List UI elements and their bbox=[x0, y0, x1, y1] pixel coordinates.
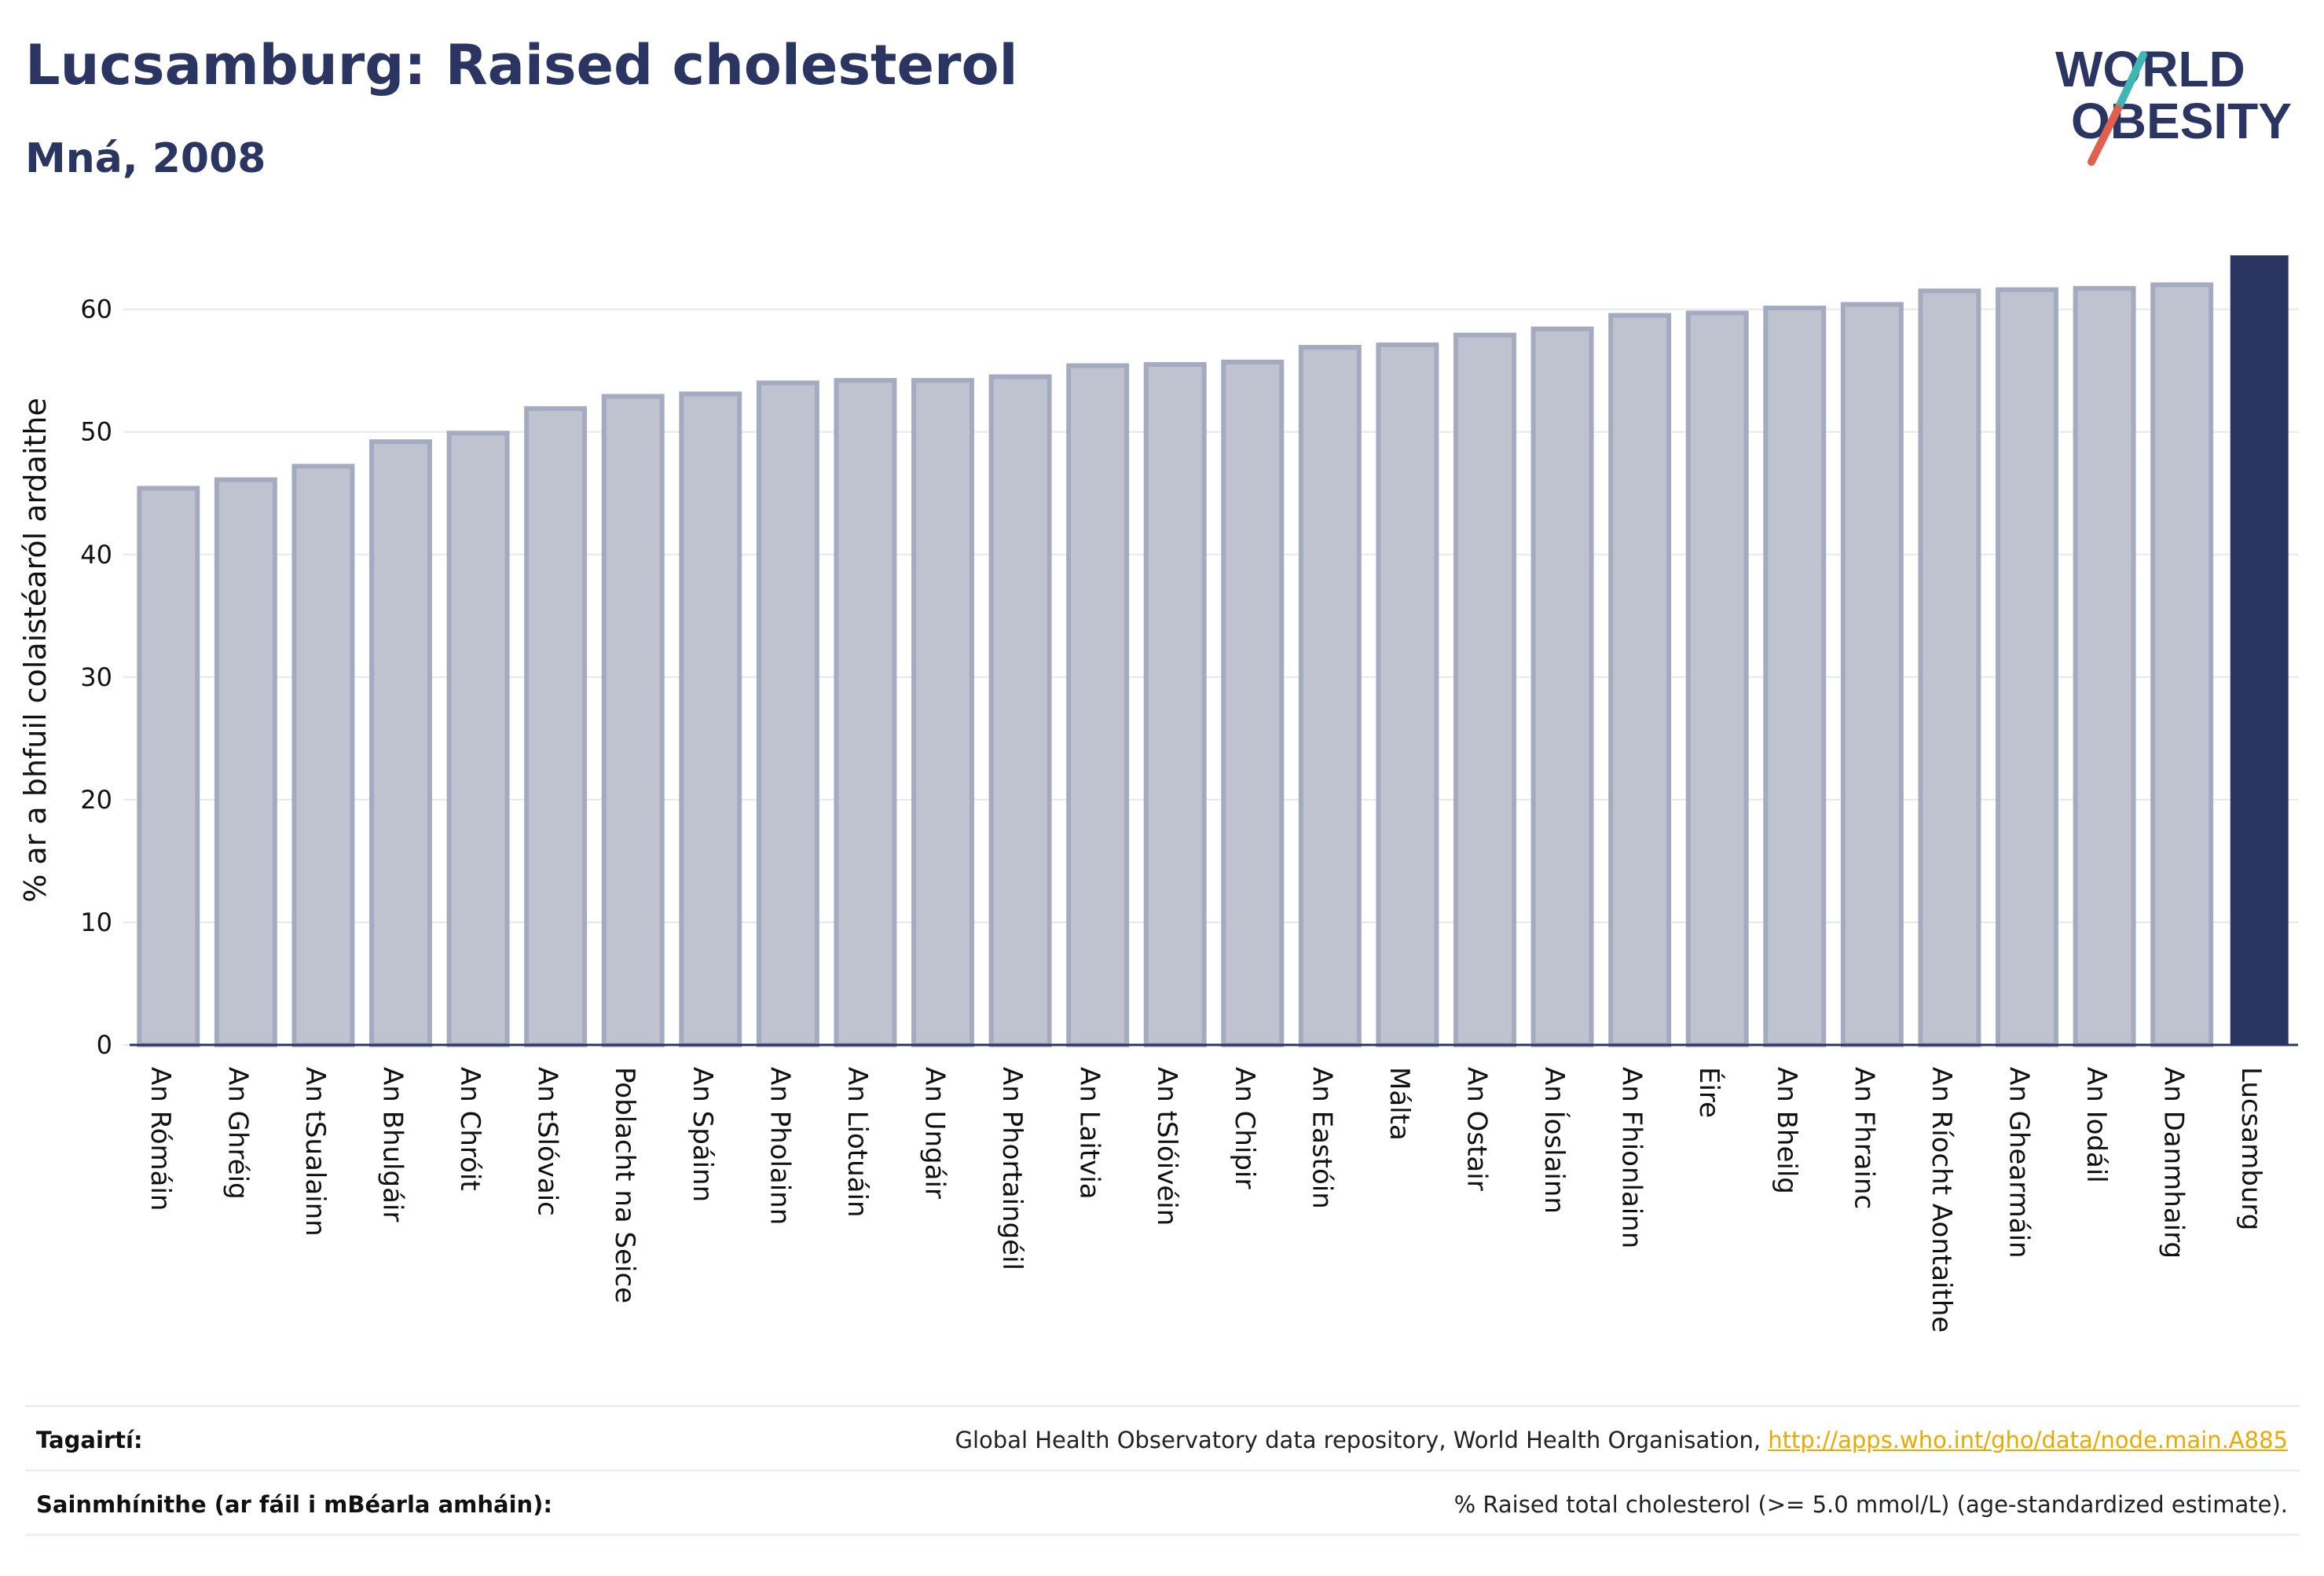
bar bbox=[834, 378, 897, 1048]
references-label: Tagairtí: bbox=[36, 1427, 143, 1453]
bar bbox=[291, 464, 355, 1047]
footer-divider-middle bbox=[25, 1469, 2300, 1472]
bar bbox=[137, 486, 200, 1047]
bar-chart: 0 10 20 30 40 50 60 An Rómáin An Ghréig An tSuala… bbox=[18, 255, 2298, 1332]
x-tick-label: An Eastóin bbox=[1306, 1067, 1337, 1209]
bar bbox=[369, 439, 432, 1047]
bar bbox=[1453, 332, 1516, 1047]
bar bbox=[1530, 326, 1594, 1047]
footer-divider-bottom bbox=[25, 1534, 2300, 1536]
footer-divider-top bbox=[25, 1405, 2300, 1407]
x-tick-label: An Ríocht Aontaithe bbox=[1926, 1067, 1957, 1332]
x-tick-label: An Laitvia bbox=[1074, 1067, 1105, 1200]
bar bbox=[1840, 302, 1904, 1047]
bar bbox=[1143, 361, 1207, 1047]
x-tick-label: An Iodáil bbox=[2080, 1067, 2112, 1183]
logo-slash-top bbox=[2114, 51, 2147, 112]
bar bbox=[2073, 286, 2136, 1048]
bar bbox=[1608, 313, 1672, 1047]
x-tick-label: An Chipir bbox=[1229, 1067, 1260, 1189]
definitions-value: % Raised total cholesterol (>= 5.0 mmol/… bbox=[1453, 1491, 2288, 1518]
y-tick-label: 20 bbox=[80, 785, 112, 815]
bar bbox=[679, 391, 742, 1048]
bar bbox=[1298, 345, 1362, 1047]
x-tick-label: An Ostair bbox=[1461, 1067, 1493, 1191]
y-tick-label: 40 bbox=[80, 540, 112, 570]
references-value: Global Health Observatory data repositor… bbox=[955, 1427, 2288, 1453]
bar bbox=[988, 374, 1052, 1047]
bar bbox=[1066, 363, 1130, 1047]
bar bbox=[1685, 310, 1749, 1048]
x-tick-label: An Danmhairg bbox=[2158, 1067, 2190, 1259]
bar bbox=[1376, 342, 1439, 1047]
bar bbox=[1221, 359, 1285, 1048]
x-tick-label: An Chróit bbox=[454, 1067, 486, 1191]
x-tick-label: An Rómáin bbox=[145, 1067, 176, 1211]
bar bbox=[214, 477, 277, 1047]
bar bbox=[1918, 288, 1981, 1047]
bar bbox=[446, 431, 510, 1047]
x-tick-label: An Íoslainn bbox=[1538, 1067, 1571, 1214]
x-tick-label: An Ghearmáin bbox=[2003, 1067, 2035, 1259]
y-axis-label: % ar a bhfuil colaistéaról ardaithe bbox=[18, 398, 53, 903]
y-tick-label: 0 bbox=[97, 1030, 112, 1060]
x-tick-label: Éire bbox=[1693, 1067, 1725, 1118]
bar bbox=[911, 378, 974, 1048]
x-tick-label: An Bheilg bbox=[1771, 1067, 1802, 1194]
x-tick-label: An Bhulgáir bbox=[377, 1067, 409, 1222]
x-tick-label: Málta bbox=[1384, 1067, 1415, 1141]
x-tick-label: Lucsamburg bbox=[2235, 1067, 2267, 1230]
x-tick-label: An Fhionlainn bbox=[1616, 1067, 1648, 1248]
x-tick-label: An Fhrainc bbox=[1848, 1067, 1879, 1209]
x-tick-label: An Ghréig bbox=[222, 1067, 253, 1200]
y-tick-label: 10 bbox=[80, 907, 112, 937]
bar bbox=[756, 380, 819, 1047]
y-tick-label: 30 bbox=[80, 662, 112, 692]
bar-highlight bbox=[2230, 255, 2289, 1045]
x-tick-label: An tSlóvaic bbox=[532, 1067, 563, 1216]
x-tick-label: An tSualainn bbox=[299, 1067, 331, 1237]
bar bbox=[1763, 306, 1827, 1047]
x-tick-label: An Liotuáin bbox=[841, 1067, 873, 1218]
references-link[interactable]: http://apps.who.int/gho/data/node.main.A… bbox=[1768, 1427, 2288, 1453]
y-tick-label: 50 bbox=[80, 417, 112, 447]
definitions-label: Sainmhínithe (ar fáil i mBéarla amháin): bbox=[36, 1491, 553, 1518]
y-tick-label: 60 bbox=[80, 295, 112, 324]
logo-line1: WORLD bbox=[2055, 41, 2245, 97]
x-tick-label: An Ungáir bbox=[919, 1067, 951, 1199]
page-title: Lucsamburg: Raised cholesterol bbox=[25, 33, 1018, 97]
bar bbox=[601, 394, 665, 1047]
x-tick-label: Poblacht na Seice bbox=[609, 1067, 640, 1303]
references-text: Global Health Observatory data repositor… bbox=[955, 1427, 1769, 1453]
x-tick-label: An Phortaingéil bbox=[996, 1067, 1028, 1270]
x-tick-label: An tSlóivéin bbox=[1151, 1067, 1182, 1226]
x-tick-label: An Pholainn bbox=[764, 1067, 795, 1225]
bar bbox=[2150, 282, 2214, 1047]
page-subtitle: Mná, 2008 bbox=[25, 135, 266, 182]
logo-slash-bottom bbox=[2088, 104, 2122, 166]
x-tick-label: An Spáinn bbox=[687, 1067, 718, 1202]
bar bbox=[524, 406, 588, 1047]
world-obesity-logo: WORLD OBESITY bbox=[2055, 41, 2292, 166]
bar bbox=[1996, 287, 2058, 1047]
